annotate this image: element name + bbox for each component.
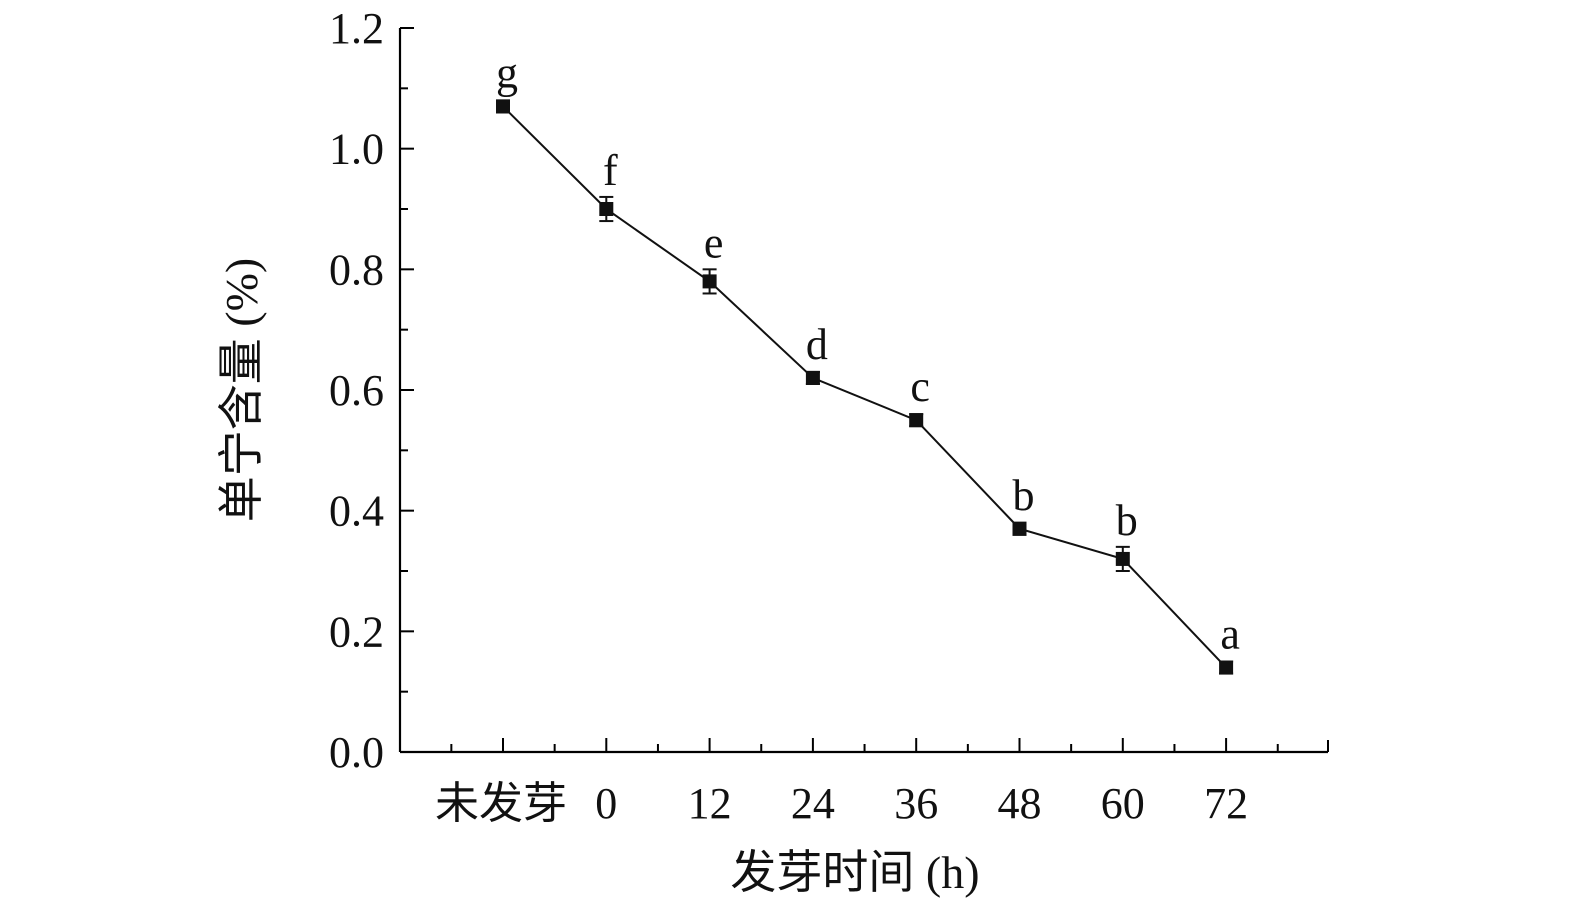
data-point — [909, 413, 924, 428]
y-tick-label: 0.0 — [329, 728, 384, 777]
y-tick-label: 0.4 — [329, 487, 384, 536]
y-ticks: 0.0 0.2 0.4 0.6 0.8 1.0 1.2 — [329, 4, 414, 777]
significance-label: e — [704, 218, 724, 267]
x-tick-label: 24 — [791, 779, 835, 828]
significance-label: b — [1116, 496, 1138, 545]
y-tick-label: 0.2 — [329, 607, 384, 656]
significance-label: d — [806, 320, 828, 369]
series-layer: g f e d c b b a — [496, 48, 1240, 675]
y-tick-label: 0.8 — [329, 245, 384, 294]
x-tick-label: 60 — [1101, 779, 1145, 828]
significance-label: g — [496, 48, 518, 97]
y-tick-label: 1.2 — [329, 4, 384, 53]
series-line — [502, 105, 1227, 669]
data-point — [1115, 551, 1130, 566]
data-point — [805, 370, 820, 385]
x-tick-label: 0 — [595, 779, 617, 828]
data-point — [702, 274, 717, 289]
y-tick-label: 1.0 — [329, 125, 384, 174]
data-point — [496, 99, 510, 114]
data-point — [1012, 521, 1027, 536]
y-tick-label: 0.6 — [329, 366, 384, 415]
x-ticks: 未发芽 0 12 24 36 48 60 72 — [435, 738, 1279, 828]
data-point — [599, 202, 614, 216]
significance-label: b — [1013, 471, 1035, 520]
x-tick-label: 48 — [998, 779, 1042, 828]
y-axis-title: 单宁含量 (%) — [216, 258, 267, 522]
significance-label: a — [1220, 610, 1240, 659]
axes — [398, 28, 1329, 754]
significance-label: c — [910, 362, 930, 411]
x-tick-label: 72 — [1204, 779, 1248, 828]
x-tick-label: 36 — [894, 779, 938, 828]
significance-label: f — [603, 146, 618, 195]
data-point — [1219, 660, 1234, 675]
x-tick-label: 12 — [688, 779, 732, 828]
x-tick-label: 未发芽 — [435, 779, 567, 828]
x-axis-title: 发芽时间 (h) — [730, 847, 979, 898]
